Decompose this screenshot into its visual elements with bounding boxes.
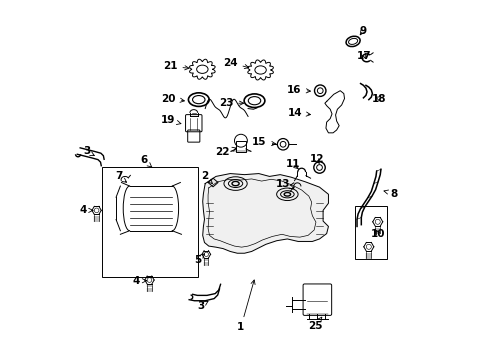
Text: 4: 4 bbox=[79, 205, 93, 215]
Text: 7: 7 bbox=[115, 171, 126, 182]
Text: 4: 4 bbox=[133, 276, 146, 286]
Text: 17: 17 bbox=[356, 51, 371, 61]
Text: 6: 6 bbox=[140, 156, 152, 167]
Bar bbox=[102, 167, 198, 277]
Text: 16: 16 bbox=[286, 85, 310, 95]
Text: 14: 14 bbox=[287, 108, 310, 118]
Text: 25: 25 bbox=[307, 317, 322, 331]
Text: 3: 3 bbox=[83, 147, 94, 157]
Text: 21: 21 bbox=[163, 62, 189, 71]
Text: 20: 20 bbox=[161, 94, 184, 104]
Polygon shape bbox=[207, 178, 218, 187]
Text: 10: 10 bbox=[370, 229, 385, 239]
Text: 12: 12 bbox=[309, 154, 323, 164]
Polygon shape bbox=[203, 174, 328, 253]
Text: 5: 5 bbox=[193, 254, 204, 265]
Text: 1: 1 bbox=[237, 280, 255, 332]
Text: 22: 22 bbox=[215, 147, 236, 157]
Bar bbox=[235, 141, 245, 153]
Text: 3: 3 bbox=[197, 301, 207, 311]
Text: 8: 8 bbox=[383, 189, 397, 199]
Text: 15: 15 bbox=[252, 138, 275, 148]
Text: 23: 23 bbox=[218, 98, 243, 108]
Text: 2: 2 bbox=[201, 171, 212, 184]
Text: 9: 9 bbox=[359, 26, 366, 36]
Text: 24: 24 bbox=[223, 58, 248, 69]
Text: 11: 11 bbox=[285, 159, 299, 169]
Bar bbox=[354, 206, 386, 259]
Text: 19: 19 bbox=[160, 115, 181, 125]
Text: 18: 18 bbox=[371, 94, 386, 104]
Text: 13: 13 bbox=[275, 179, 293, 189]
